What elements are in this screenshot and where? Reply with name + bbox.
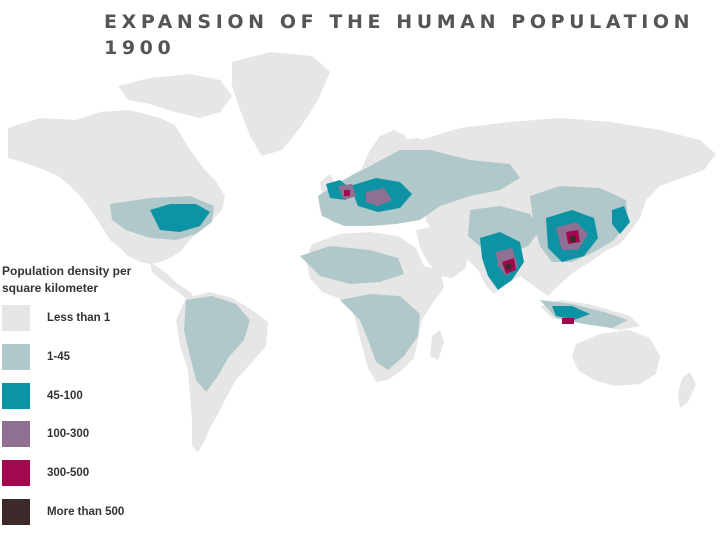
legend-swatch xyxy=(2,344,30,370)
legend-item: 300-500 xyxy=(2,460,89,486)
new-zealand xyxy=(678,372,696,408)
legend-label: 100-300 xyxy=(47,428,90,440)
legend-swatch xyxy=(2,383,30,409)
map-title: EXPANSION OF THE HUMAN POPULATION 1900 xyxy=(104,10,694,61)
legend-item: Less than 1 xyxy=(2,305,110,331)
greenland xyxy=(232,52,330,156)
legend-swatch xyxy=(2,305,30,331)
arabia xyxy=(416,226,468,278)
scandinavia xyxy=(362,130,406,168)
central-america xyxy=(150,262,196,302)
canadian-arctic xyxy=(118,74,232,118)
density-45-100 xyxy=(150,178,630,320)
legend-title: Population density per square kilometer xyxy=(2,264,132,295)
density-more-than-500 xyxy=(506,236,576,269)
legend-label: 300-500 xyxy=(47,467,90,479)
density-1-45 xyxy=(110,150,628,392)
legend-swatch xyxy=(2,421,30,447)
title-line-1: EXPANSION OF THE HUMAN POPULATION xyxy=(104,11,695,33)
legend-swatch xyxy=(2,460,30,486)
legend-item: 1-45 xyxy=(2,344,70,370)
legend-swatch xyxy=(2,499,30,525)
madagascar xyxy=(430,330,444,360)
north-america xyxy=(8,110,225,264)
title-line-2: 1900 xyxy=(104,36,176,59)
legend-label: Less than 1 xyxy=(47,312,111,324)
legend-item: 45-100 xyxy=(2,383,83,409)
density-100-300 xyxy=(338,184,588,276)
legend-label: 1-45 xyxy=(47,351,71,363)
legend-item: 100-300 xyxy=(2,421,89,447)
legend-item: More than 500 xyxy=(2,499,124,525)
legend-label: 45-100 xyxy=(47,390,83,402)
legend-label: More than 500 xyxy=(47,506,125,518)
australia xyxy=(572,330,660,386)
